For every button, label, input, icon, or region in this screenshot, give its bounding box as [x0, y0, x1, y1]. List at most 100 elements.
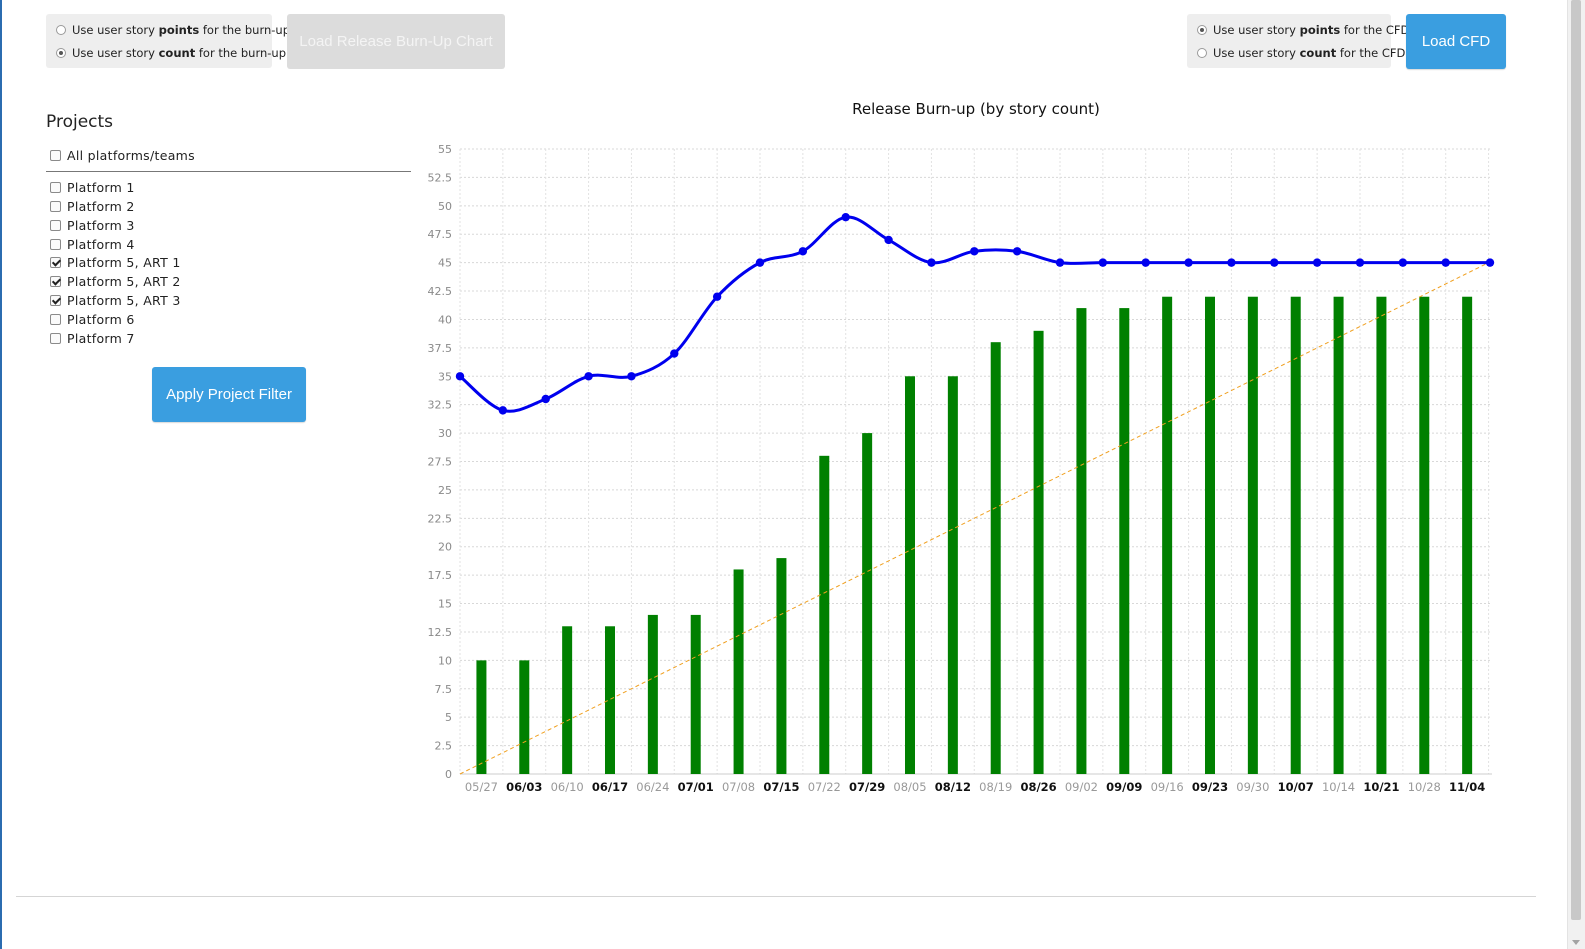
scope-point — [1355, 258, 1365, 267]
scrollbar-thumb[interactable] — [1571, 0, 1581, 920]
load-cfd-button[interactable]: Load CFD — [1406, 14, 1506, 69]
y-tick-label: 0 — [445, 768, 452, 781]
projects-divider — [46, 171, 411, 172]
story-count-bar — [819, 455, 830, 774]
x-tick-label: 09/02 — [1065, 780, 1098, 794]
scroll-down-arrow-icon[interactable] — [1572, 940, 1580, 945]
project-option[interactable]: Platform 1 — [50, 180, 135, 195]
story-count-bar — [1119, 308, 1130, 774]
project-label: Platform 1 — [67, 180, 135, 195]
story-count-bar — [1419, 296, 1430, 774]
scope-point — [1485, 258, 1495, 267]
apply-project-filter-button[interactable]: Apply Project Filter — [152, 367, 306, 422]
x-tick-label: 11/04 — [1449, 780, 1485, 794]
project-checkbox[interactable] — [50, 295, 61, 306]
project-checkbox[interactable] — [50, 276, 61, 287]
cfd-count-option[interactable]: Use user story count for the CFD — [1197, 46, 1405, 60]
project-label: Platform 5, ART 2 — [67, 274, 181, 289]
story-count-bar — [1076, 308, 1087, 774]
cfd-count-radio[interactable] — [1197, 48, 1207, 58]
project-label: Platform 7 — [67, 331, 135, 346]
y-tick-label: 47.5 — [428, 228, 453, 241]
scope-point — [841, 212, 850, 222]
scope-point — [1055, 258, 1065, 267]
release-burnup-chart: Release Burn-up (by story count) 0 2.5 5 7.5… — [428, 100, 1495, 794]
project-label: Platform 6 — [67, 312, 135, 327]
project-option[interactable]: Platform 5, ART 3 — [50, 293, 181, 308]
story-count-bar — [776, 558, 787, 774]
y-tick-label: 2.5 — [435, 740, 453, 753]
burnup-count-option[interactable]: Use user story count for the burn-up — [56, 46, 286, 60]
scope-point — [755, 258, 765, 267]
scope-point — [1098, 258, 1108, 267]
y-tick-label: 32.5 — [428, 399, 453, 412]
x-tick-label: 08/26 — [1020, 780, 1056, 794]
project-checkbox[interactable] — [50, 333, 61, 344]
story-count-bar — [1376, 296, 1387, 774]
y-tick-label: 17.5 — [428, 569, 453, 582]
project-label: Platform 3 — [67, 218, 135, 233]
x-tick-label: 10/07 — [1278, 780, 1314, 794]
x-tick-label: 06/10 — [551, 780, 584, 794]
x-tick-label: 09/16 — [1151, 780, 1184, 794]
y-tick-label: 5 — [445, 711, 452, 724]
window-left-edge — [0, 0, 2, 949]
scope-point — [1270, 258, 1279, 267]
project-option[interactable]: Platform 7 — [50, 331, 135, 346]
project-option[interactable]: Platform 5, ART 1 — [50, 255, 181, 270]
scope-point — [1227, 258, 1236, 267]
scope-point — [498, 406, 508, 415]
project-checkbox[interactable] — [50, 257, 61, 268]
y-tick-label: 45 — [438, 257, 452, 270]
x-tick-label: 07/29 — [849, 780, 885, 794]
story-count-bar — [733, 569, 744, 774]
all-platforms-option[interactable]: All platforms/teams — [50, 148, 195, 163]
projects-title: Projects — [46, 112, 114, 132]
y-tick-label: 37.5 — [428, 342, 453, 355]
project-checkbox[interactable] — [50, 314, 61, 325]
project-checkbox[interactable] — [50, 239, 61, 250]
scope-point — [455, 372, 465, 381]
cfd-points-option[interactable]: Use user story points for the CFD — [1197, 23, 1409, 37]
burnup-count-radio[interactable] — [56, 48, 66, 58]
y-tick-label: 52.5 — [428, 171, 453, 184]
x-tick-label: 07/08 — [722, 780, 755, 794]
x-tick-label: 06/17 — [592, 780, 628, 794]
chart-title: Release Burn-up (by story count) — [852, 100, 1100, 118]
y-tick-label: 22.5 — [428, 512, 453, 525]
burnup-points-option[interactable]: Use user story points for the burn-up — [56, 23, 290, 37]
project-option[interactable]: Platform 6 — [50, 312, 135, 327]
vertical-scrollbar[interactable] — [1567, 0, 1585, 949]
project-option[interactable]: Platform 5, ART 2 — [50, 274, 181, 289]
burnup-count-label: Use user story count for the burn-up — [72, 46, 286, 60]
y-tick-label: 40 — [438, 313, 452, 326]
y-tick-label: 42.5 — [428, 285, 453, 298]
scope-point — [1441, 258, 1450, 267]
cfd-count-label: Use user story count for the CFD — [1213, 46, 1406, 60]
burnup-units-options: Use user story points for the burn-up Us… — [46, 14, 290, 68]
project-label: Platform 4 — [67, 237, 135, 252]
project-checkbox[interactable] — [50, 182, 61, 193]
scope-point — [798, 247, 808, 256]
project-label: Platform 5, ART 3 — [67, 293, 181, 308]
scope-point — [1184, 258, 1193, 267]
y-tick-label: 25 — [438, 484, 452, 497]
project-option[interactable]: Platform 4 — [50, 237, 135, 252]
scope-point — [712, 292, 722, 301]
project-label: Platform 2 — [67, 199, 135, 214]
scope-point — [670, 349, 679, 358]
project-option[interactable]: Platform 2 — [50, 199, 135, 214]
x-tick-label: 10/28 — [1408, 780, 1441, 794]
story-count-bar — [562, 626, 573, 774]
footer-divider — [16, 896, 1536, 897]
project-option[interactable]: Platform 3 — [50, 218, 135, 233]
project-checkbox[interactable] — [50, 220, 61, 231]
load-burnup-button[interactable]: Load Release Burn-Up Chart — [287, 14, 505, 69]
x-tick-label: 10/14 — [1322, 780, 1355, 794]
scope-point — [927, 258, 936, 267]
all-platforms-checkbox[interactable] — [50, 150, 61, 161]
cfd-points-radio[interactable] — [1197, 25, 1207, 35]
burnup-points-radio[interactable] — [56, 25, 66, 35]
x-tick-label: 10/21 — [1363, 780, 1399, 794]
project-checkbox[interactable] — [50, 201, 61, 212]
